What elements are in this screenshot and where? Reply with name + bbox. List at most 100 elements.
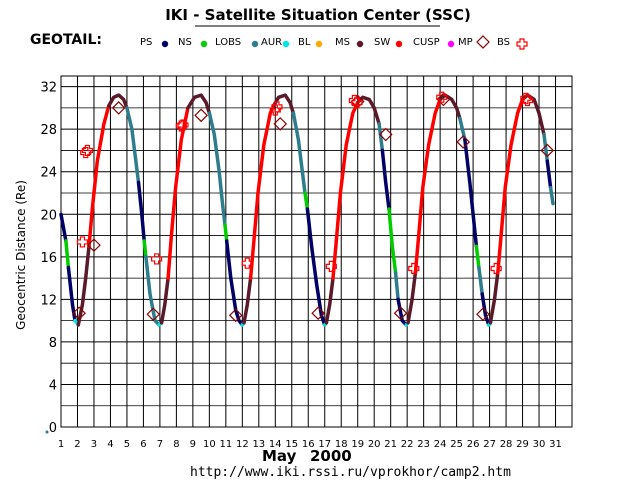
mp-marker <box>146 307 161 322</box>
legend-label-ns: NS <box>178 37 192 48</box>
orbit-segment-ns <box>303 191 310 211</box>
x-tick-label: 26 <box>467 439 480 450</box>
orbit-segment-ps <box>224 239 245 327</box>
bs-marker <box>175 120 187 132</box>
orbit-segment-ms <box>76 244 91 327</box>
orbit-segment-ps <box>136 180 146 243</box>
bs-marker <box>80 146 92 159</box>
orbit-segment-ns <box>142 239 148 259</box>
orbit-segment-ms <box>186 93 212 115</box>
y-tick-label: 24 <box>40 166 57 181</box>
x-tick-label: 5 <box>124 439 130 450</box>
orbit-segment-lobs <box>291 111 307 195</box>
x-tick-label: 27 <box>483 439 496 450</box>
x-tick-label: 7 <box>157 439 163 450</box>
legend-swatch-mp <box>476 35 490 49</box>
mp-marker <box>393 306 408 321</box>
orbit-segment-ps <box>480 292 491 327</box>
orbit-segment-ns <box>474 244 481 270</box>
y-tick-label: 20 <box>40 208 57 223</box>
x-tick-label: 9 <box>190 439 196 450</box>
legend-swatch-aur <box>282 40 290 48</box>
x-tick-label: 2 <box>74 439 80 450</box>
mp-marker <box>273 117 288 131</box>
legend-label-ps: PS <box>140 37 152 48</box>
crossing-markers <box>45 91 555 434</box>
y-tick-label: 0 <box>49 421 57 436</box>
mp-marker <box>456 135 471 149</box>
orbit-segment-ps <box>66 265 77 323</box>
mp-marker <box>194 108 208 123</box>
legend-swatch-sw <box>395 40 403 48</box>
legend-label-ms: MS <box>335 37 350 48</box>
orbit-segment-lobs <box>393 271 400 302</box>
x-tick-label: 4 <box>107 439 113 450</box>
y-tick-label: 8 <box>49 336 57 351</box>
orbit-segment-sw <box>331 100 360 280</box>
legend-label-sw: SW <box>374 37 390 48</box>
orbit-segment-ps <box>59 212 68 243</box>
legend-swatch-cusp <box>447 40 455 48</box>
x-tick-label: 1 <box>58 439 64 450</box>
x-tick-label: 30 <box>533 439 546 450</box>
orbit-segment-sw <box>248 104 276 280</box>
y-tick-label: 12 <box>40 293 57 308</box>
orbit-segment-ps <box>305 207 327 327</box>
legend: PS NS LOBS AUR BL MS SW CUSP MP BS <box>140 35 528 50</box>
x-tick-label: 10 <box>203 439 216 450</box>
x-tick-label: 23 <box>417 439 430 450</box>
orbit-segment-ms <box>159 276 170 325</box>
legend-swatch-bl <box>315 40 323 48</box>
x-tick-label: 29 <box>516 439 529 450</box>
grid <box>60 75 573 428</box>
orbit-segment-ms <box>406 271 418 325</box>
orbit-segment-ms <box>324 276 335 325</box>
mp-marker <box>540 143 555 158</box>
orbit-series <box>59 93 555 327</box>
mp-marker <box>72 306 86 321</box>
mp-marker <box>311 306 325 321</box>
x-tick-label: 19 <box>351 439 364 450</box>
orbit-segment-ms <box>242 276 253 325</box>
bs-marker <box>408 262 420 275</box>
x-tick-label: 16 <box>302 439 315 450</box>
bs-marker <box>521 94 534 107</box>
legend-label-bs: BS <box>497 37 510 48</box>
y-tick-label: 28 <box>40 123 57 138</box>
mp-marker <box>111 101 126 115</box>
orbit-segment-ms <box>107 93 129 110</box>
bs-marker <box>351 96 363 109</box>
orbit-segment-sw <box>87 104 111 248</box>
orbit-segment-sw <box>496 97 525 275</box>
x-axis-month: May <box>262 447 297 465</box>
orbit-segment-ms <box>438 93 462 121</box>
legend-swatch-ns <box>200 40 208 48</box>
bs-marker <box>520 92 532 104</box>
legend-swatch-ps <box>161 40 169 48</box>
y-tick-labels: 0 4 8 12 16 20 24 28 32 <box>40 81 57 436</box>
legend-swatch-ms <box>356 40 364 48</box>
orbit-segment-ms <box>355 95 381 126</box>
orbit-segment-ns <box>223 223 229 243</box>
legend-label-bl: BL <box>298 37 311 48</box>
mp-marker <box>378 127 393 142</box>
bs-marker <box>436 91 448 103</box>
plot-frame <box>60 75 573 428</box>
mp-marker <box>436 92 451 107</box>
x-tick-label: 25 <box>450 439 463 450</box>
x-tick-label: 14 <box>269 439 282 450</box>
x-tick-label: 24 <box>434 439 447 450</box>
mp-marker <box>476 307 490 322</box>
bs-marker <box>348 94 361 107</box>
source-url: http://www.iki.rssi.ru/vprokhor/camp2.ht… <box>190 465 511 480</box>
orbit-segment-ps <box>396 297 409 327</box>
orbit-segment-lobs <box>477 265 484 296</box>
orbit-segment-sw <box>413 97 442 275</box>
bs-marker <box>81 144 93 157</box>
chart-title: IKI - Satellite Situation Center (SSC) <box>165 6 471 24</box>
x-tick-label: 28 <box>500 439 513 450</box>
legend-label-cusp: CUSP <box>413 37 440 48</box>
legend-swatch-bs <box>516 38 528 50</box>
orbit-segment-ps <box>463 138 479 248</box>
orbit-segment-ps <box>545 159 553 190</box>
